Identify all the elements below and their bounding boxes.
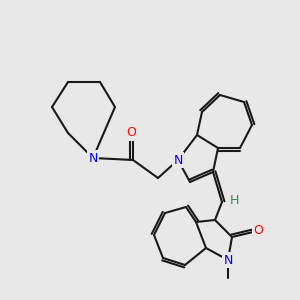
Text: O: O bbox=[126, 127, 136, 140]
Text: H: H bbox=[229, 194, 239, 206]
Text: N: N bbox=[88, 152, 98, 164]
Text: O: O bbox=[253, 224, 263, 236]
Text: N: N bbox=[173, 154, 183, 166]
Text: N: N bbox=[223, 254, 233, 266]
